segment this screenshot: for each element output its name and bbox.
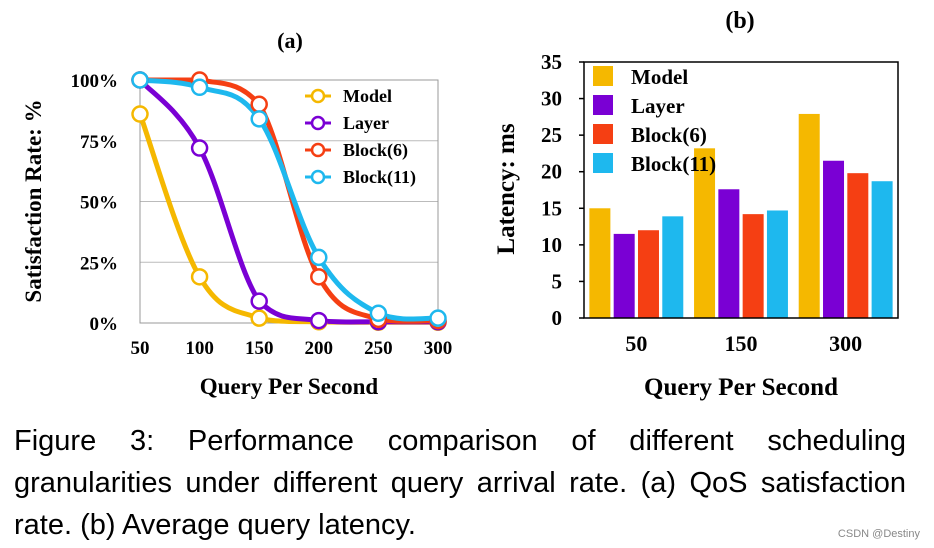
chart-b-legend-swatch [593,153,613,173]
chart-a-y-tick-label: 0% [90,314,119,335]
chart-b-x-tick-label: 300 [829,331,862,356]
chart-a-title: (a) [277,28,303,53]
chart-a-y-tick-label: 75% [80,132,118,153]
chart-a-y-tick-label: 50% [80,193,118,214]
chart-b-bar-model [798,113,820,318]
chart-a-x-tick-label: 50 [131,338,150,359]
chart-b-x-tick-label: 50 [625,331,647,356]
chart-b-bar-layer [718,189,740,318]
chart-a-point-model [190,268,209,286]
chart-b-bar-layer [613,233,635,318]
chart-a-point-model [250,309,268,327]
chart-b-bar-block-6 [637,230,659,318]
chart-b-legend-label: Block(6) [631,123,707,147]
chart-b-y-tick-label: 5 [552,269,563,293]
chart-b-legend: Model Layer Block(6) Block(11) [593,65,716,176]
chart-a-point-layer [250,292,268,310]
chart-a-line-block-6 [137,77,441,324]
chart-b-legend-label: Model [631,65,688,89]
chart-b-y-tick-label: 20 [541,160,562,184]
chart-b-title: (b) [725,8,754,34]
chart-a-point-layer [190,139,209,157]
chart-a-legend-marker [310,142,326,158]
chart-b-legend-swatch [593,124,613,144]
chart-b-bar-block-11 [766,210,788,318]
chart-b-bars [589,113,893,318]
watermark: CSDN @Destiny [837,528,920,540]
chart-a-y-tick-label: 100% [71,71,119,92]
chart-b-bar-model [694,148,716,318]
chart-b-y-ticks: 0 5 10 15 20 25 30 35 [541,50,584,330]
figure-caption: Figure 3: Performance comparison of diff… [14,425,906,541]
chart-a-x-tick-label: 150 [245,338,274,359]
chart-a-point-block-11 [429,309,447,327]
chart-b-x-tick-label: 150 [725,331,758,356]
chart-b: (b) 0 5 10 15 20 25 30 35 50 150 300 Model Layer Bl… [493,8,899,401]
chart-b-bar-layer [823,160,845,318]
chart-a-point-layer [310,311,328,330]
chart-a-legend-label: Block(6) [343,140,408,161]
chart-a-point-block-11 [131,71,149,89]
chart-a-point-model [131,105,149,123]
chart-a-x-ticks: 50 100 150 200 250 300 [131,338,453,359]
chart-b-legend-swatch [593,66,613,86]
chart-a-y-ticks: 0% 25% 50% 75% 100% [71,71,119,335]
chart-b-bar-block-6 [847,173,869,318]
chart-b-bar-block-11 [871,181,893,318]
chart-a-legend-label: Block(11) [343,167,416,188]
chart-b-y-tick-label: 30 [541,87,562,111]
chart-a-legend-label: Layer [343,113,389,133]
figure-canvas: (a) 0%25%50%75%100% 50 100 150 200 250 300 Mo… [21,8,899,401]
chart-a-x-tick-label: 250 [364,338,393,359]
chart-b-y-tick-label: 0 [552,306,563,330]
chart-a-legend-marker [310,169,326,185]
chart-a-point-block-11 [369,304,388,323]
chart-a-legend-marker [310,115,326,131]
chart-b-y-tick-label: 25 [541,123,562,147]
chart-a: (a) 0% 25% 50% 75% 100% 50 100 150 200 250 300 Mo… [21,28,452,399]
chart-b-y-tick-label: 10 [541,233,562,257]
chart-b-x-ticks: 50 150 300 [625,331,862,356]
chart-a-point-block-11 [310,248,328,267]
chart-b-legend-swatch [593,95,613,115]
chart-a-y-tick-label: 25% [80,253,118,274]
chart-a-x-axis-label: Query Per Second [200,374,379,399]
chart-a-x-tick-label: 200 [305,338,334,359]
chart-b-frame [583,61,899,319]
chart-a-point-block-6 [310,268,328,286]
chart-a-x-tick-label: 300 [424,338,453,359]
chart-b-legend-label: Block(11) [631,152,716,176]
chart-b-y-tick-label: 15 [541,196,562,220]
chart-b-legend-label: Layer [631,94,685,118]
chart-a-y-axis-label: Satisfaction Rate: % [21,99,46,302]
chart-b-bar-block-6 [742,214,764,318]
chart-b-x-axis-label: Query Per Second [644,374,838,401]
chart-b-bar-model [589,208,611,318]
chart-a-legend: Model Layer Block(6) Block(11) [305,86,416,188]
chart-a-point-block-6 [250,95,268,114]
chart-b-y-tick-label: 35 [541,50,562,74]
chart-a-legend-marker [310,88,326,104]
chart-a-point-block-11 [250,110,268,128]
chart-a-legend-label: Model [343,86,392,106]
chart-b-bar-block-11 [662,216,684,318]
chart-a-line-block-11 [137,77,441,322]
chart-a-x-tick-label: 100 [185,338,214,359]
chart-b-y-axis-label: Latency: ms [493,123,520,254]
chart-a-point-block-11 [190,78,209,97]
chart-a-series-points [131,71,447,332]
